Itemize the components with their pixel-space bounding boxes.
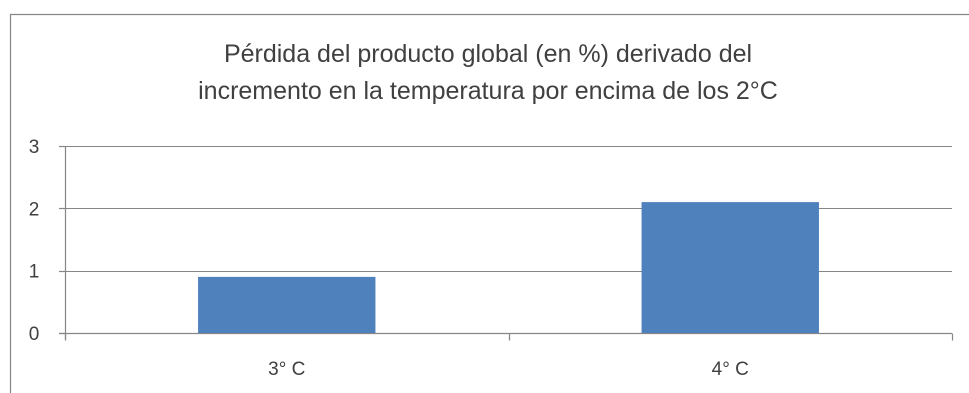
x-tick-label-1: 3° C	[268, 359, 305, 380]
bar-2	[641, 202, 819, 333]
y-tick-label-0: 0	[29, 324, 40, 345]
x-tick-labels: 3° C 4° C	[268, 359, 749, 380]
chart-border	[9, 13, 969, 393]
axes	[59, 145, 954, 341]
y-tick-label-1: 1	[29, 262, 40, 283]
chart-title-line-2: incremento en la temperatura por encima …	[198, 77, 778, 105]
bars	[198, 202, 819, 333]
bar-1	[198, 276, 376, 333]
y-tick-label-2: 2	[29, 199, 40, 220]
x-tick-label-2: 4° C	[712, 359, 749, 380]
y-tick-labels: 0 1 2 3	[29, 137, 40, 345]
chart-title-line-1: Pérdida del producto global (en %) deriv…	[224, 40, 752, 68]
gridlines	[65, 146, 952, 272]
y-tick-label-3: 3	[29, 137, 40, 158]
